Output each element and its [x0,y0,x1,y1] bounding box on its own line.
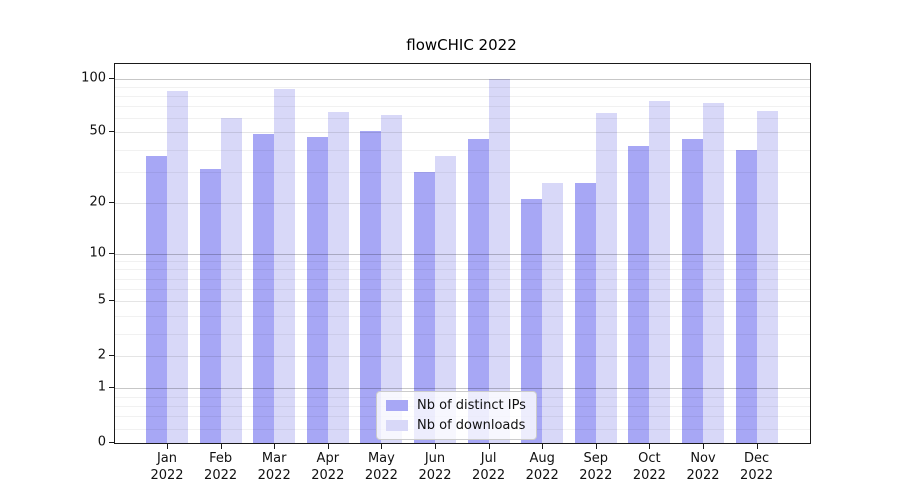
gridline-y-6 [115,289,810,291]
bar-downloads-oct [649,100,671,443]
y-axis-tick-mark [109,300,114,302]
x-axis-tick-mark [595,444,597,449]
x-axis-tick-mark [327,444,329,449]
bar-downloads-mar [274,88,296,443]
y-axis-tick-label-100: 100 [81,70,106,85]
x-axis-tick-mark [435,444,436,449]
y-axis-tick-label-0: 0 [97,434,106,450]
x-axis-tick-mark [703,444,704,449]
gridline-y-30 [115,171,810,173]
bar-distinct-ips-jun [414,171,435,443]
gridline-y-40 [115,149,810,151]
legend-swatch-distinct-ips [386,400,408,411]
x-axis-tick-label-dec: Dec 2022 [740,451,774,483]
bar-distinct-ips-jan [146,155,167,443]
gridline-y-80 [115,95,810,97]
x-axis-tick-label-nov: Nov 2022 [686,451,720,483]
gridline-y-2 [115,356,810,358]
gridline-y-10 [115,253,810,255]
y-axis-tick-label-50: 50 [89,123,106,139]
bar-downloads-dec [756,110,778,443]
x-axis-tick-label-aug: Aug 2022 [525,451,559,483]
x-axis-tick-label-sep: Sep 2022 [579,451,613,483]
bar-distinct-ips-sep [574,182,596,443]
legend-item: Nb of distinct IPs [386,398,526,413]
bar-distinct-ips-may [360,130,382,443]
gridline-y-70 [115,106,810,108]
gridline-y-4 [115,315,810,317]
legend: Nb of distinct IPs Nb of downloads [376,391,537,440]
gridline-y-8 [115,269,810,271]
bar-downloads-feb [220,118,242,443]
bar-distinct-ips-feb [199,169,221,443]
y-axis-tick-mark [109,387,114,389]
gridline-y-7 [115,278,810,280]
bar-downloads-jun [435,155,456,443]
gridline-y-1 [115,388,810,390]
x-axis-tick-mark [167,444,168,449]
x-axis-tick-mark [756,444,758,449]
bar-downloads-jul [488,78,510,443]
bar-distinct-ips-apr [306,137,328,443]
x-axis-tick-mark [220,444,222,449]
x-axis-tick-label-apr: Apr 2022 [311,451,345,483]
bar-distinct-ips-aug [521,198,543,443]
y-axis-tick-mark [109,201,114,203]
gridline-y-60 [115,118,810,120]
bar-downloads-may [381,114,403,443]
y-axis-tick-label-1: 1 [97,379,106,395]
x-axis-tick-mark [488,444,490,449]
x-axis-tick-label-jan: Jan 2022 [150,451,184,483]
bar-distinct-ips-nov [682,138,703,443]
bar-downloads-sep [595,113,617,443]
gridline-y-90 [115,86,810,88]
bar-downloads-apr [327,112,349,443]
x-axis-tick-label-jun: Jun 2022 [418,451,452,483]
gridline-y-50 [115,132,810,134]
y-axis-tick-mark [109,442,114,443]
y-axis-tick-mark [109,131,114,133]
bar-distinct-ips-mar [253,134,275,443]
y-axis-tick-label-5: 5 [97,292,106,308]
x-axis-tick-label-mar: Mar 2022 [257,451,291,483]
x-axis-tick-label-may: May 2022 [364,451,398,483]
y-axis-tick-label-2: 2 [97,347,106,363]
x-axis-tick-mark [649,444,651,449]
bar-downloads-nov [703,103,724,443]
legend-item: Nb of downloads [386,418,526,433]
legend-label: Nb of distinct IPs [417,398,526,413]
y-axis-tick-label-10: 10 [89,245,106,261]
gridline-y-20 [115,202,810,204]
chart-title: flowCHIC 2022 [406,36,517,54]
gridline-y-3 [115,333,810,335]
x-axis-tick-label-feb: Feb 2022 [204,451,238,483]
bar-distinct-ips-dec [735,149,757,443]
x-axis-tick-label-jul: Jul 2022 [472,451,506,483]
y-axis-tick-mark [109,355,114,357]
y-axis-tick-mark [109,77,114,79]
bar-downloads-jan [167,91,188,443]
x-axis-tick-label-oct: Oct 2022 [632,451,666,483]
gridline-y-5 [115,301,810,303]
bar-distinct-ips-oct [628,145,650,443]
plot-area [114,63,811,444]
legend-label: Nb of downloads [417,418,526,433]
x-axis-tick-mark [274,444,276,449]
bar-distinct-ips-jul [467,138,489,443]
y-axis-tick-label-20: 20 [89,194,106,210]
x-axis-tick-mark [542,444,544,449]
y-axis-tick-mark [109,252,114,254]
x-axis-tick-mark [381,444,383,449]
gridline-y-9 [115,261,810,263]
bar-downloads-aug [542,182,564,443]
legend-swatch-downloads [386,420,408,431]
gridline-y-100 [115,78,810,80]
